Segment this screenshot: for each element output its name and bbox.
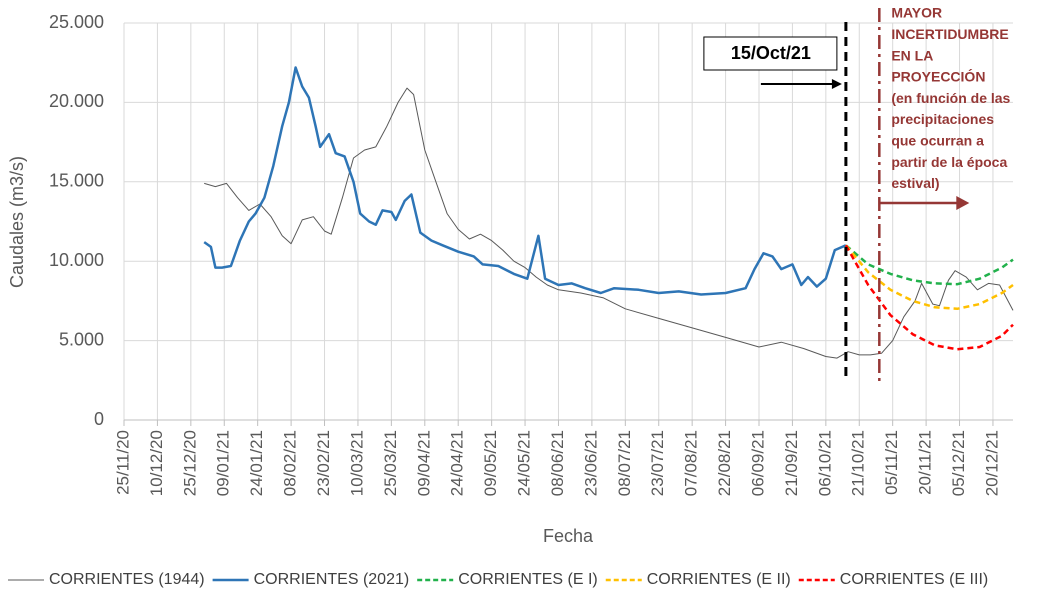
x-tick-label: 05/12/21 [949,430,968,496]
y-tick-label: 5.000 [59,329,104,349]
annotation-text: MAYOR [891,5,942,21]
x-tick-label: 20/12/21 [982,430,1001,496]
arrow-head [956,196,970,210]
annotation-text: (en función de las [891,90,1010,106]
x-tick-label: 09/05/21 [481,430,500,496]
x-tick-label: 22/08/21 [715,430,734,496]
annotation-box [703,36,838,71]
annotation-text: INCERTIDUMBRE [891,26,1008,42]
series-line [204,87,1014,359]
x-tick-label: 20/11/21 [916,430,935,495]
x-tick-label: 25/12/20 [180,430,199,496]
x-tick-label: 21/09/21 [782,430,801,496]
annotation-text: estival) [891,175,939,191]
y-tick-label: 25.000 [49,12,104,32]
annotation-text: que ocurran a [891,133,984,149]
x-axis-label: Fecha [543,526,594,546]
x-tick-label: 05/11/21 [882,430,901,495]
y-tick-label: 0 [94,409,104,429]
x-tick-label: 23/07/21 [648,430,667,496]
x-tick-label: 08/07/21 [615,430,634,496]
x-tick-label: 06/10/21 [815,430,834,496]
legend-label: CORRIENTES (E II) [647,571,791,588]
legend-label: CORRIENTES (E I) [458,571,598,588]
x-tick-label: 24/05/21 [515,430,534,496]
x-tick-label: 23/02/21 [314,430,333,496]
x-tick-label: 24/04/21 [448,430,467,496]
series-line [844,244,1014,311]
annotation-text: 15/Oct/21 [731,43,811,63]
x-tick-label: 09/04/21 [414,430,433,496]
x-tick-label: 08/06/21 [548,430,567,496]
x-tick-label: 09/01/21 [214,430,233,496]
x-tick-label: 07/08/21 [682,430,701,496]
legend-label: CORRIENTES (1944) [49,571,205,588]
y-tick-label: 20.000 [49,91,104,111]
series-line [203,66,847,296]
x-tick-label: 23/06/21 [581,430,600,496]
x-tick-label: 24/01/21 [247,430,266,496]
legend-label: CORRIENTES (E III) [840,571,988,588]
y-tick-label: 15.000 [49,171,104,191]
x-tick-label: 21/10/21 [849,430,868,496]
x-tick-label: 06/09/21 [748,430,767,496]
legend-label: CORRIENTES (2021) [254,571,410,588]
annotation-text: EN LA [891,47,933,63]
annotation-text: precipitaciones [891,111,994,127]
x-tick-label: 08/02/21 [281,430,300,496]
arrow-head [831,79,842,89]
annotation-text: partir de la época [891,154,1007,170]
x-tick-label: 10/03/21 [347,430,366,496]
x-tick-label: 25/11/20 [113,430,132,495]
x-tick-label: 10/12/20 [147,430,166,496]
y-axis-label: Caudales (m3/s) [7,156,27,288]
series-line [845,244,1014,286]
x-tick-label: 25/03/21 [381,430,400,496]
annotation-text: PROYECCIÓN [891,68,985,85]
y-tick-label: 10.000 [49,250,104,270]
